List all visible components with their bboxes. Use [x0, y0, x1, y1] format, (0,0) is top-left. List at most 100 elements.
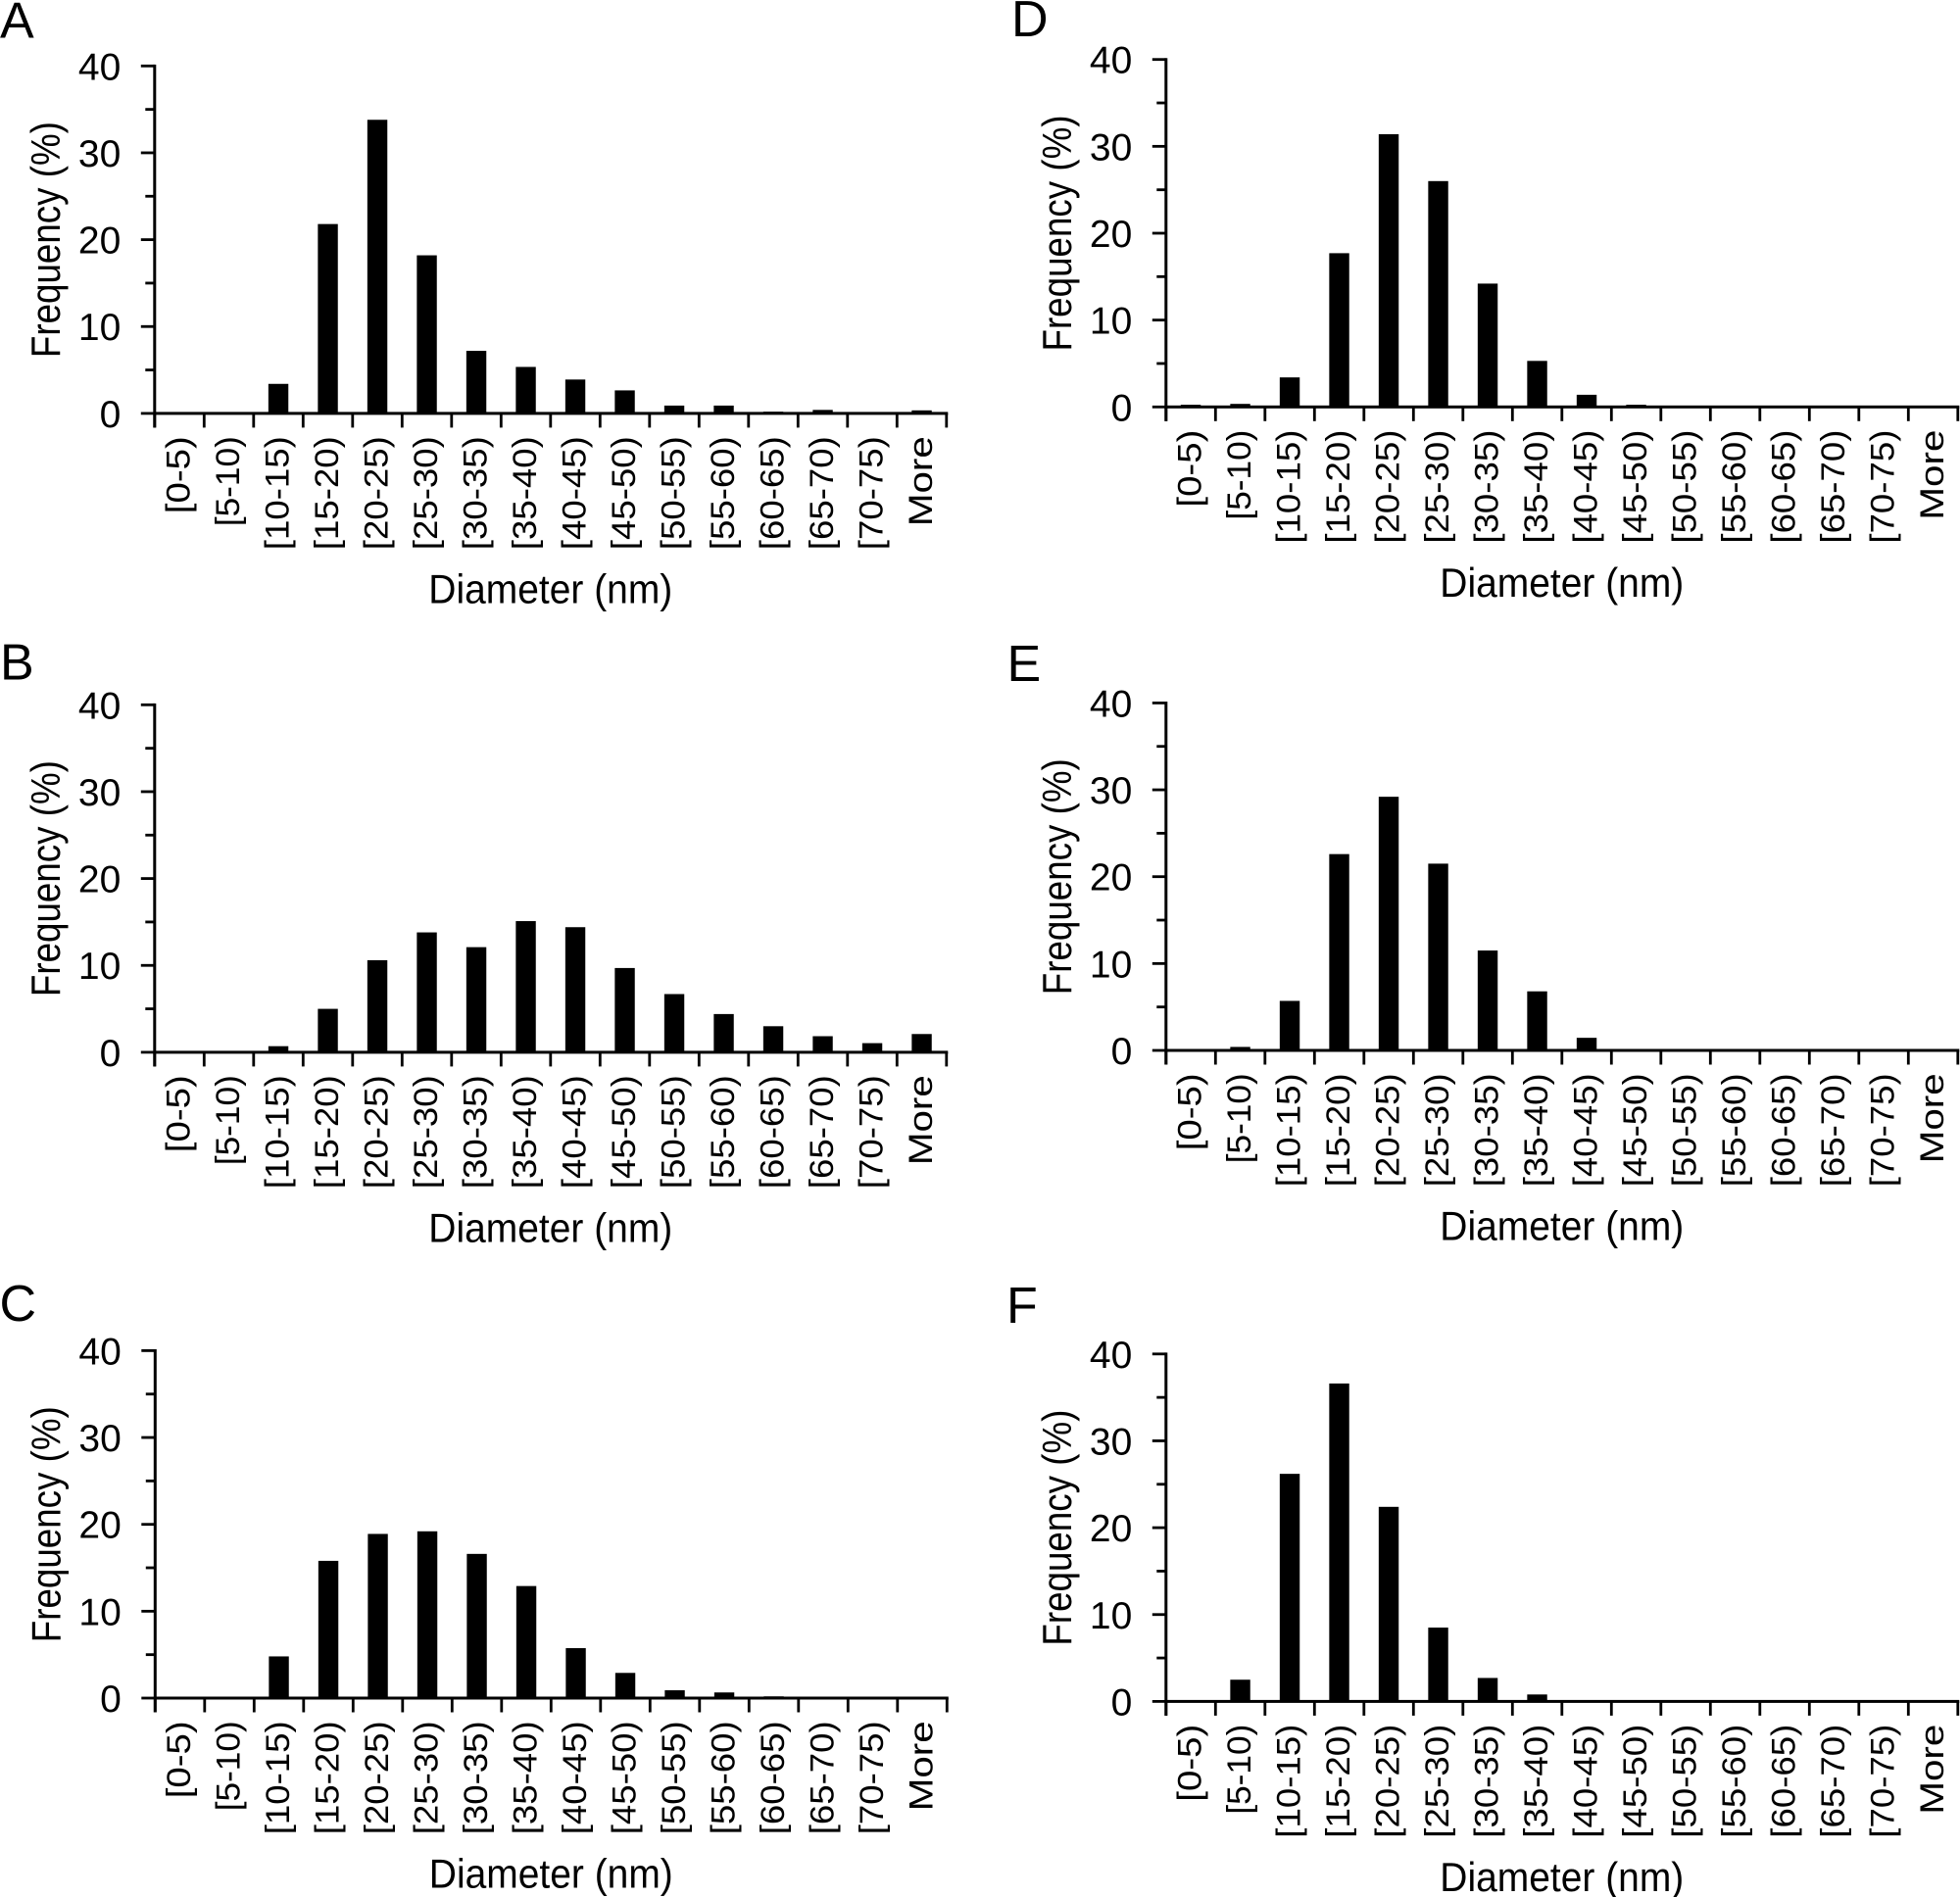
svg-text:[5-10): [5-10) [1221, 1725, 1258, 1815]
svg-text:40: 40 [1090, 683, 1132, 725]
svg-text:[35-40): [35-40) [507, 1075, 544, 1189]
svg-text:[50-55): [50-55) [1667, 430, 1704, 544]
svg-text:20: 20 [78, 220, 121, 263]
svg-text:[40-45): [40-45) [557, 1075, 594, 1189]
svg-text:[45-50): [45-50) [1617, 430, 1654, 544]
svg-text:Frequency (%): Frequency (%) [23, 122, 69, 358]
svg-text:[35-40): [35-40) [508, 1721, 545, 1834]
svg-text:10: 10 [1090, 1595, 1132, 1637]
svg-text:[45-50): [45-50) [607, 1721, 644, 1834]
svg-text:[10-15): [10-15) [260, 1721, 297, 1834]
svg-text:C: C [0, 1276, 36, 1333]
svg-text:10: 10 [1090, 944, 1132, 986]
svg-text:[15-20): [15-20) [1320, 1725, 1357, 1838]
svg-text:Frequency (%): Frequency (%) [23, 760, 69, 997]
svg-text:30: 30 [1090, 1422, 1132, 1464]
svg-text:40: 40 [1090, 40, 1132, 82]
svg-text:[50-55): [50-55) [1667, 1073, 1704, 1187]
svg-text:[45-50): [45-50) [1617, 1073, 1654, 1187]
svg-text:20: 20 [1090, 214, 1132, 256]
svg-text:Frequency (%): Frequency (%) [1034, 758, 1080, 995]
svg-text:40: 40 [1090, 1335, 1132, 1377]
svg-text:30: 30 [78, 133, 121, 175]
svg-text:[35-40): [35-40) [507, 436, 544, 550]
svg-text:B: B [0, 634, 34, 691]
svg-text:[20-25): [20-25) [1370, 1073, 1407, 1187]
svg-text:Diameter (nm): Diameter (nm) [429, 1851, 673, 1897]
svg-text:[15-20): [15-20) [1320, 1073, 1357, 1187]
svg-text:[5-10): [5-10) [210, 1075, 247, 1165]
svg-text:More: More [904, 1721, 941, 1811]
svg-text:Frequency (%): Frequency (%) [24, 1406, 70, 1642]
svg-text:[60-65): [60-65) [755, 1721, 792, 1834]
svg-text:[70-75): [70-75) [854, 1721, 891, 1834]
svg-text:[70-75): [70-75) [854, 436, 891, 550]
svg-text:[40-45): [40-45) [1568, 430, 1605, 544]
svg-text:[30-35): [30-35) [1469, 1073, 1506, 1187]
svg-text:[20-25): [20-25) [359, 436, 396, 550]
svg-text:[5-10): [5-10) [1221, 1073, 1258, 1163]
svg-text:[15-20): [15-20) [309, 1075, 346, 1189]
svg-text:[70-75): [70-75) [1865, 1073, 1902, 1187]
svg-text:Diameter (nm): Diameter (nm) [1440, 559, 1684, 606]
svg-text:0: 0 [1111, 387, 1133, 429]
svg-text:20: 20 [1090, 857, 1132, 900]
svg-text:10: 10 [78, 946, 121, 988]
svg-text:[40-45): [40-45) [557, 1721, 594, 1834]
svg-text:[65-70): [65-70) [804, 436, 841, 550]
svg-text:[30-35): [30-35) [1469, 430, 1506, 544]
svg-text:[25-30): [25-30) [1419, 430, 1456, 544]
svg-text:[60-65): [60-65) [755, 1075, 792, 1189]
svg-text:[20-25): [20-25) [1370, 430, 1407, 544]
svg-text:[25-30): [25-30) [408, 1075, 445, 1189]
svg-text:Frequency (%): Frequency (%) [1034, 1410, 1080, 1646]
svg-text:Frequency (%): Frequency (%) [1034, 116, 1080, 352]
svg-text:[10-15): [10-15) [260, 1075, 297, 1189]
svg-text:[5-10): [5-10) [210, 436, 247, 526]
svg-text:[45-50): [45-50) [1617, 1725, 1654, 1838]
svg-text:[10-15): [10-15) [260, 436, 297, 550]
svg-text:D: D [1011, 0, 1049, 48]
svg-text:20: 20 [1090, 1508, 1132, 1550]
svg-text:[70-75): [70-75) [1865, 1725, 1902, 1838]
svg-text:F: F [1006, 1278, 1038, 1335]
svg-text:Diameter (nm): Diameter (nm) [428, 1204, 672, 1250]
svg-text:[5-10): [5-10) [1221, 430, 1258, 520]
svg-text:[15-20): [15-20) [310, 1721, 347, 1834]
svg-text:30: 30 [78, 1418, 121, 1460]
svg-text:[70-75): [70-75) [854, 1075, 891, 1189]
svg-text:More: More [1914, 430, 1951, 520]
svg-text:[5-10): [5-10) [211, 1721, 248, 1811]
svg-text:[15-20): [15-20) [1320, 430, 1357, 544]
svg-text:[65-70): [65-70) [1815, 430, 1852, 544]
svg-text:[0-5): [0-5) [1172, 430, 1209, 508]
svg-text:[50-55): [50-55) [656, 1721, 693, 1834]
svg-text:0: 0 [1111, 1681, 1133, 1724]
svg-text:[30-35): [30-35) [458, 1075, 495, 1189]
svg-text:0: 0 [100, 394, 122, 436]
svg-text:10: 10 [78, 1591, 121, 1633]
svg-text:0: 0 [100, 1033, 122, 1075]
svg-text:[45-50): [45-50) [606, 436, 643, 550]
svg-text:[35-40): [35-40) [1518, 1073, 1555, 1187]
svg-text:[0-5): [0-5) [161, 436, 198, 513]
svg-text:30: 30 [78, 772, 121, 814]
svg-text:[50-55): [50-55) [1667, 1725, 1704, 1838]
svg-text:[25-30): [25-30) [1419, 1073, 1456, 1187]
svg-text:[0-5): [0-5) [1172, 1725, 1209, 1802]
svg-text:[20-25): [20-25) [1370, 1725, 1407, 1838]
svg-text:Diameter (nm): Diameter (nm) [1440, 1203, 1684, 1249]
svg-text:[35-40): [35-40) [1518, 1725, 1555, 1838]
svg-text:[65-70): [65-70) [804, 1075, 841, 1189]
svg-text:[25-30): [25-30) [408, 436, 445, 550]
svg-text:[65-70): [65-70) [1815, 1725, 1852, 1838]
svg-text:[55-60): [55-60) [705, 436, 742, 550]
svg-text:[40-45): [40-45) [1568, 1725, 1605, 1838]
svg-text:[70-75): [70-75) [1865, 430, 1902, 544]
svg-text:10: 10 [1090, 301, 1132, 343]
svg-text:0: 0 [1111, 1031, 1133, 1073]
svg-text:[15-20): [15-20) [309, 436, 346, 550]
svg-text:Diameter (nm): Diameter (nm) [428, 565, 672, 611]
svg-text:[35-40): [35-40) [1518, 430, 1555, 544]
svg-text:[60-65): [60-65) [1766, 1073, 1803, 1187]
